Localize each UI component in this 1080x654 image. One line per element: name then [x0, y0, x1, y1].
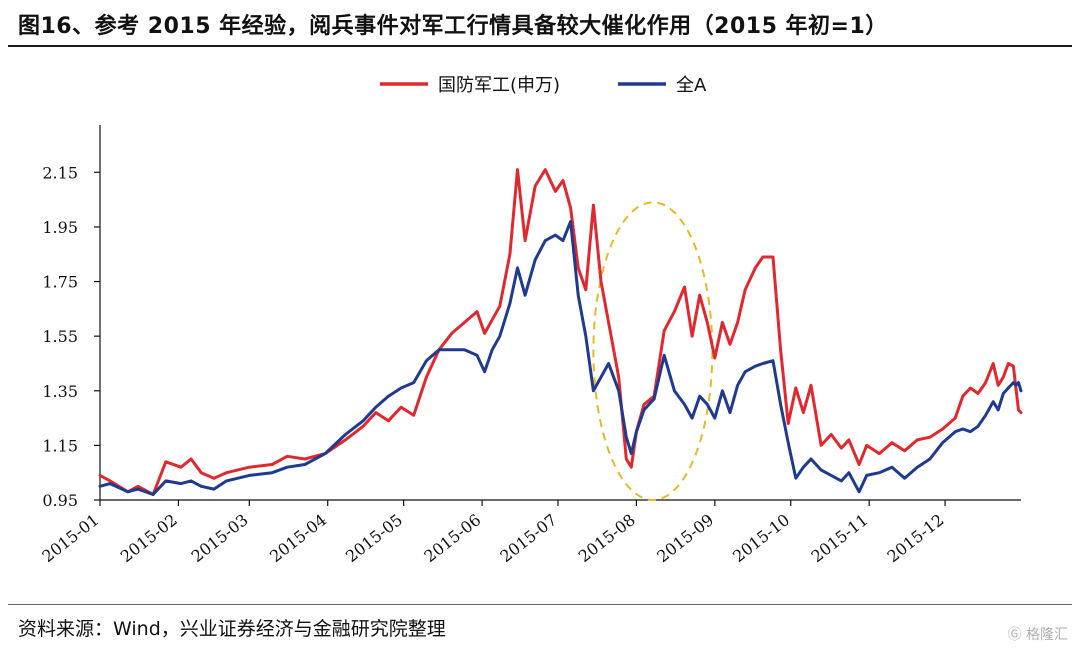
- watermark: Ⓖ 格隆汇: [1008, 624, 1068, 644]
- x-tick-label: 2015-11: [808, 510, 872, 566]
- y-tick-label: 1.35: [42, 382, 78, 401]
- x-tick-label: 2015-05: [342, 510, 406, 566]
- source-note: 资料来源：Wind，兴业证券经济与金融研究院整理: [18, 618, 446, 640]
- dashed-ellipse: [592, 201, 714, 501]
- y-tick-label: 1.55: [42, 327, 78, 346]
- line-chart: 国防军工(申万) 全A 0.951.151.351.551.751.952.15 …: [38, 75, 1023, 566]
- x-tick-label: 2015-10: [729, 510, 793, 566]
- highlight-annotation: [592, 201, 714, 501]
- g-logo-icon: Ⓖ: [1007, 627, 1022, 643]
- series-line-defense: [98, 168, 1023, 496]
- x-tick-label: 2015-12: [883, 510, 947, 566]
- x-tick-label: 2015-09: [653, 510, 717, 566]
- x-tick-label: 2015-04: [266, 510, 330, 566]
- x-tick-label: 2015-02: [117, 510, 181, 566]
- x-tick-label: 2015-01: [38, 510, 102, 566]
- x-tick-label: 2015-08: [575, 510, 639, 566]
- series-group: [98, 168, 1023, 496]
- legend: 国防军工(申万) 全A: [380, 75, 707, 96]
- y-tick-label: 2.15: [42, 163, 78, 182]
- x-tick-label: 2015-06: [420, 510, 484, 566]
- watermark-text: 格隆汇: [1026, 627, 1068, 643]
- y-tick-label: 1.95: [42, 218, 78, 237]
- legend-label: 全A: [676, 75, 707, 96]
- y-tick-label: 1.15: [42, 436, 78, 455]
- legend-label: 国防军工(申万): [438, 75, 560, 96]
- chart-title: 图16、参考 2015 年经验，阅兵事件对军工行情具备较大催化作用（2015 年…: [18, 14, 888, 39]
- x-axis: 2015-01 2015-02 2015-03 2015-04 2015-05 2015-…: [38, 499, 1021, 566]
- title-divider: [8, 45, 1072, 47]
- series-line-all-a: [98, 220, 1023, 496]
- y-tick-label: 1.75: [42, 273, 78, 292]
- x-tick-label: 2015-03: [188, 510, 252, 566]
- footer-divider: [8, 604, 1072, 605]
- y-tick-label: 0.95: [42, 491, 78, 510]
- x-tick-label: 2015-07: [496, 510, 560, 566]
- y-axis: 0.95 1.15 1.35 1.55 1.75 1.95 2.15: [42, 125, 101, 510]
